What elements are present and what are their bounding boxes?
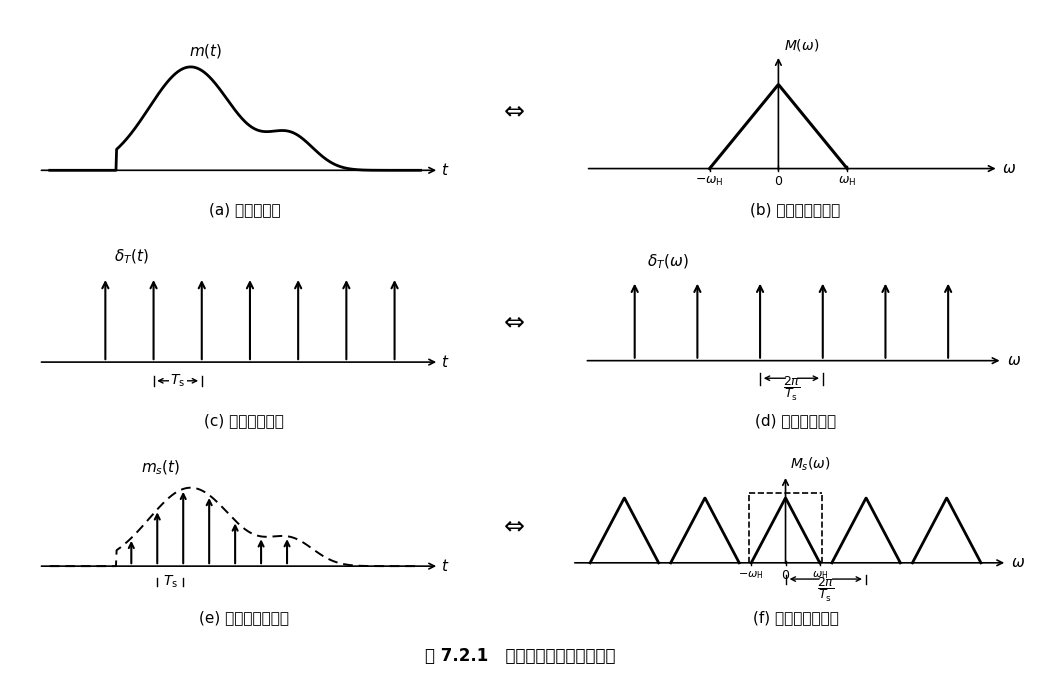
Text: $0$: $0$ [774,175,783,188]
Text: (e) 抽样后信号波形: (e) 抽样后信号波形 [200,610,289,625]
Text: $\Leftrightarrow$: $\Leftrightarrow$ [499,514,526,538]
Text: $t$: $t$ [441,558,449,574]
Text: (a) 被抽样信号: (a) 被抽样信号 [209,202,280,217]
Text: (c) 抽样信号波形: (c) 抽样信号波形 [205,413,284,428]
Text: $t$: $t$ [441,163,449,178]
Text: $\Leftrightarrow$: $\Leftrightarrow$ [499,99,526,122]
Text: $0$: $0$ [781,569,790,582]
Text: 图 7.2.1   抽样过程的时域、频域图: 图 7.2.1 抽样过程的时域、频域图 [424,647,616,665]
Text: $\omega$: $\omega$ [1011,556,1025,571]
Text: (d) 抽样信号频谱: (d) 抽样信号频谱 [755,413,836,428]
Text: $\dfrac{2\pi}{T_{\rm s}}$: $\dfrac{2\pi}{T_{\rm s}}$ [817,576,835,604]
Text: $\omega$: $\omega$ [1002,161,1016,176]
Text: $\delta_T(\omega)$: $\delta_T(\omega)$ [647,253,688,271]
Text: $-\omega_{\rm H}$: $-\omega_{\rm H}$ [738,569,764,581]
Text: $\dfrac{2\pi}{T_{\rm s}}$: $\dfrac{2\pi}{T_{\rm s}}$ [783,375,800,403]
Text: $T_{\rm s}$: $T_{\rm s}$ [171,373,185,389]
Text: $\Leftrightarrow$: $\Leftrightarrow$ [499,309,526,333]
Text: $\delta_T(t)$: $\delta_T(t)$ [114,248,149,267]
Text: $m(t)$: $m(t)$ [189,42,223,60]
Text: (f) 抽样后信号频谱: (f) 抽样后信号频谱 [753,610,838,625]
Text: $m_s(t)$: $m_s(t)$ [141,458,181,477]
Text: $\omega_{\rm H}$: $\omega_{\rm H}$ [838,175,856,188]
Text: $T_{\rm s}$: $T_{\rm s}$ [162,574,178,590]
Text: $\omega$: $\omega$ [1007,353,1020,368]
Text: $M_s(\omega)$: $M_s(\omega)$ [789,456,830,473]
Text: $t$: $t$ [441,354,449,370]
Text: $M(\omega)$: $M(\omega)$ [784,37,820,52]
Text: (b) 被抽样信号频谱: (b) 被抽样信号频谱 [751,202,840,217]
Text: $-\omega_{\rm H}$: $-\omega_{\rm H}$ [696,175,724,188]
Text: $\omega_{\rm H}$: $\omega_{\rm H}$ [811,569,828,581]
